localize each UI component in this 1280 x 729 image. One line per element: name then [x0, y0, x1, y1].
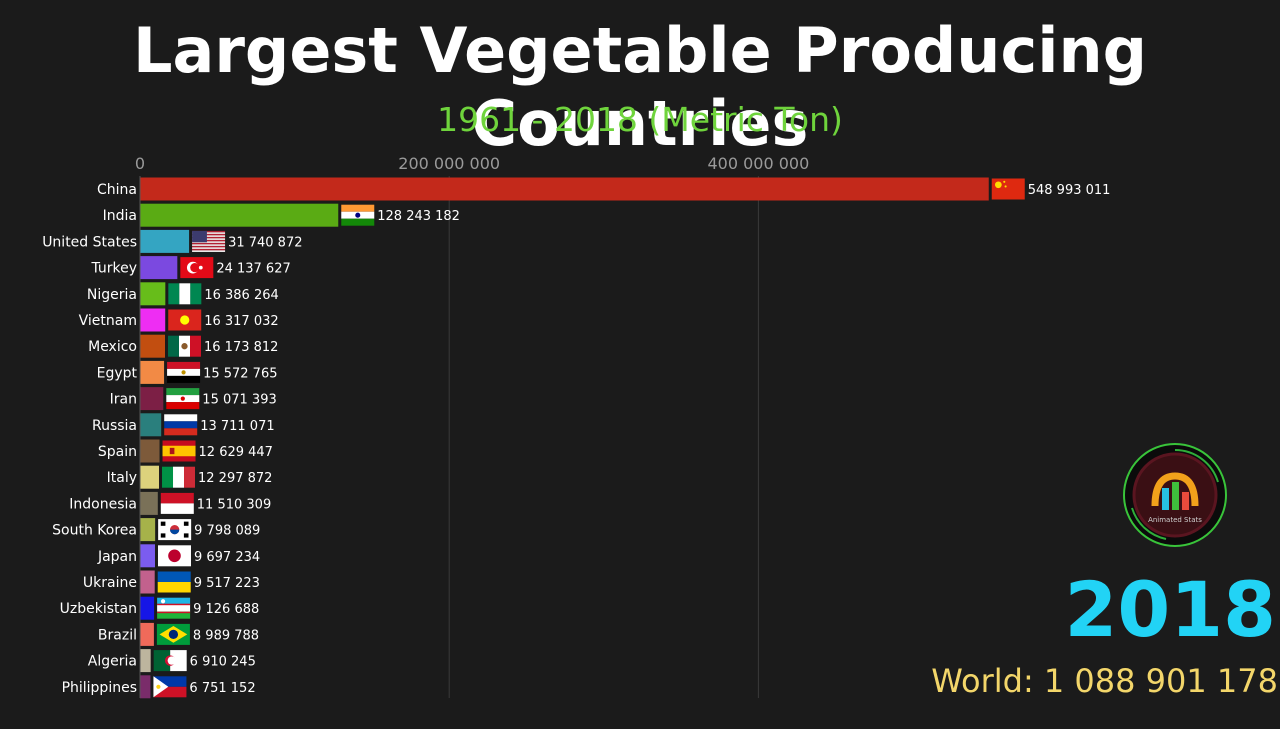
x-tick-label: 200 000 000 [398, 154, 500, 173]
egypt-flag-icon [167, 361, 201, 383]
value-label: 24 137 627 [216, 262, 290, 277]
ukraine-flag-icon [157, 571, 191, 593]
bar-iran [140, 387, 164, 411]
japan-flag-icon [157, 545, 191, 567]
iran-flag-icon [166, 388, 200, 410]
category-label: Vietnam [79, 313, 137, 329]
category-label: Nigeria [87, 287, 137, 303]
bar-united-states [140, 229, 190, 253]
value-label: 11 510 309 [197, 497, 271, 512]
nigeria-flag-icon [168, 283, 202, 305]
logo-text: Animated Stats [1148, 516, 1202, 524]
value-label: 9 517 223 [194, 576, 260, 591]
value-label: 12 629 447 [199, 445, 273, 460]
value-label: 16 173 812 [204, 340, 278, 355]
russia-flag-icon [164, 414, 198, 436]
value-label: 6 751 152 [189, 681, 255, 696]
bar-algeria [140, 649, 151, 673]
x-tick-label: 400 000 000 [708, 154, 810, 173]
italy-flag-icon [162, 466, 196, 488]
category-label: Brazil [98, 627, 137, 643]
category-label: Philippines [62, 680, 137, 696]
category-label: China [97, 182, 137, 198]
value-label: 6 910 245 [190, 655, 256, 670]
turkey-flag-icon [180, 257, 214, 279]
bar-ukraine [140, 570, 155, 594]
bar-spain [140, 439, 160, 463]
brazil-flag-icon [156, 623, 190, 645]
bar-indonesia [140, 491, 158, 515]
category-label: Spain [98, 444, 137, 460]
category-label: Egypt [97, 365, 138, 381]
category-label: Algeria [88, 654, 137, 670]
mexico-flag-icon [168, 335, 202, 357]
category-label: Mexico [88, 339, 137, 355]
category-label: Uzbekistan [60, 601, 137, 617]
value-label: 9 697 234 [194, 550, 260, 565]
category-label: Indonesia [69, 496, 137, 512]
uzbekistan-flag-icon [157, 597, 191, 619]
india-flag-icon [341, 204, 375, 226]
value-label: 9 798 089 [194, 524, 260, 539]
bar-mexico [140, 334, 166, 358]
category-label: South Korea [52, 523, 137, 539]
category-label: Russia [92, 418, 137, 434]
x-tick-label: 0 [135, 154, 145, 173]
category-label: Japan [97, 549, 137, 565]
category-label: Turkey [90, 261, 137, 277]
bar-vietnam [140, 308, 166, 332]
spain-flag-icon [162, 440, 196, 462]
category-label: Iran [110, 392, 137, 408]
bar-nigeria [140, 282, 166, 306]
south-korea-flag-icon [158, 519, 192, 541]
value-label: 16 386 264 [204, 288, 278, 303]
bar-russia [140, 413, 162, 437]
bar-brazil [140, 622, 154, 646]
value-label: 8 989 788 [193, 628, 259, 643]
china-flag-icon [991, 178, 1025, 200]
category-label: Italy [107, 470, 137, 486]
value-label: 16 317 032 [204, 314, 278, 329]
chart-subtitle: 1961 - 2018 (Metric Ton) [437, 100, 843, 139]
bar-egypt [140, 360, 165, 384]
value-label: 128 243 182 [377, 209, 460, 224]
bar-south-korea [140, 518, 156, 542]
value-label: 13 711 071 [200, 419, 274, 434]
value-label: 548 993 011 [1028, 183, 1111, 198]
vietnam-flag-icon [168, 309, 202, 331]
bar-uzbekistan [140, 596, 155, 620]
category-label: Ukraine [83, 575, 137, 591]
chart-title: Largest Vegetable Producing Countries [133, 14, 1147, 160]
bar-italy [140, 465, 160, 489]
bar-china [140, 177, 989, 201]
usa-flag-icon [192, 230, 226, 252]
value-label: 31 740 872 [228, 235, 302, 250]
value-label: 15 071 393 [202, 393, 276, 408]
value-label: 15 572 765 [203, 366, 277, 381]
bar-turkey [140, 256, 178, 280]
category-label: United States [42, 234, 137, 250]
value-label: 12 297 872 [198, 471, 272, 486]
value-label: 9 126 688 [193, 602, 259, 617]
world-total: World: 1 088 901 178 [931, 662, 1278, 700]
category-label: India [103, 208, 137, 224]
animated-stats-logo: Animated Stats [1123, 443, 1227, 547]
bar-philippines [140, 675, 151, 699]
philippines-flag-icon [153, 676, 187, 698]
algeria-flag-icon [153, 650, 187, 672]
indonesia-flag-icon [160, 492, 194, 514]
bar-india [140, 203, 339, 227]
bar-japan [140, 544, 155, 568]
year-label: 2018 [1064, 565, 1276, 654]
